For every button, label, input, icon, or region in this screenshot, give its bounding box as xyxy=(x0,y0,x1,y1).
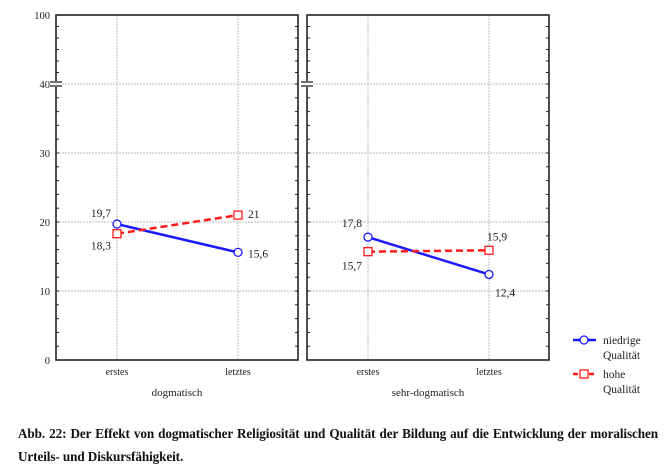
y-tick-label: 10 xyxy=(40,287,51,298)
legend-circle-icon xyxy=(579,335,589,345)
y-tick-label: 40 xyxy=(40,80,51,91)
y-tick-label: 100 xyxy=(34,11,50,22)
plot-frame xyxy=(306,14,550,361)
plot-frame xyxy=(55,14,299,361)
data-label: 12,4 xyxy=(495,287,515,299)
series-line-hohe xyxy=(116,213,239,235)
data-label: 17,8 xyxy=(342,218,362,230)
series-line-niedrige xyxy=(367,235,490,276)
x-tick-label: letztes xyxy=(225,367,251,378)
legend-label: hohe xyxy=(603,369,625,381)
data-label: 15,7 xyxy=(342,261,362,273)
y-tick-label: 20 xyxy=(40,218,51,229)
legend-square-icon xyxy=(579,369,589,379)
y-tick-label: 0 xyxy=(45,356,50,367)
y-tick-label: 30 xyxy=(40,149,51,160)
data-point-square xyxy=(112,229,122,239)
data-point-circle xyxy=(112,219,122,229)
data-point-circle xyxy=(233,247,243,258)
legend-label: Qualität xyxy=(603,350,641,362)
data-point-square xyxy=(363,247,373,257)
chart: erstes letztes dogmatisch 19,7 15,6 18,3 21 ers… xyxy=(34,11,641,399)
series-line-hohe xyxy=(367,249,490,253)
x-tick-label: letztes xyxy=(476,367,502,378)
axis-break-mask xyxy=(301,81,313,87)
figure-caption: Abb. 22: Der Effekt von dogmatischer Rel… xyxy=(18,426,658,464)
data-label: 18,3 xyxy=(91,241,111,253)
data-label: 21 xyxy=(248,209,260,221)
x-tick-label: erstes xyxy=(106,367,129,378)
data-point-square xyxy=(233,210,243,220)
series-line-niedrige xyxy=(116,222,239,254)
axis-break-mask xyxy=(50,81,62,87)
x-axis-label: dogmatisch xyxy=(152,387,203,399)
legend-label: niedrige xyxy=(603,335,641,347)
data-point-circle xyxy=(363,232,373,242)
legend-label: Qualität xyxy=(603,384,641,396)
x-axis-label: sehr-dogmatisch xyxy=(392,387,465,399)
data-label: 15,9 xyxy=(487,231,507,243)
x-tick-label: erstes xyxy=(357,367,380,378)
data-label: 19,7 xyxy=(91,208,111,220)
data-point-square xyxy=(484,245,494,255)
data-point-circle xyxy=(484,269,494,280)
data-label: 15,6 xyxy=(248,248,268,260)
